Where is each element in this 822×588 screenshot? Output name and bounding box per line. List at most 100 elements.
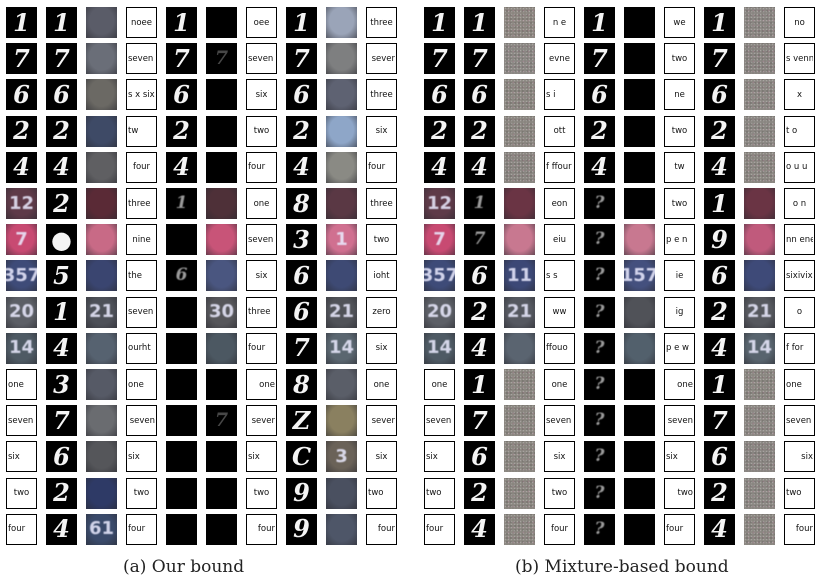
caption-text: tw <box>128 126 139 137</box>
digit-glyph: ? <box>594 374 605 394</box>
mnist-digit-image <box>206 441 237 473</box>
caption-text-box: three <box>246 296 277 328</box>
caption-text-box: ott <box>544 115 575 147</box>
mnist-digit-image: ? <box>584 513 615 545</box>
caption-text: four <box>128 524 146 535</box>
svhn-digits: 14 <box>426 337 453 359</box>
caption-text: four <box>377 524 395 535</box>
caption-text: oee <box>253 17 270 28</box>
digit-glyph: 2 <box>471 297 488 327</box>
mnist-digit-image: ? <box>584 260 615 292</box>
caption-text: six <box>426 451 438 462</box>
caption-text-box: four <box>246 513 277 545</box>
caption-text-box: six <box>664 441 695 473</box>
svhn-image: 14 <box>6 332 37 364</box>
digit-glyph: 1 <box>293 7 310 37</box>
caption-text-box: two <box>664 188 695 219</box>
mnist-digit-image: 2 <box>46 115 77 147</box>
svhn-digits: 61 <box>88 518 115 540</box>
svhn-image <box>86 441 117 473</box>
digit-glyph <box>624 369 655 400</box>
caption-mixture-based-bound: (b) Mixture-based bound <box>515 557 729 577</box>
mnist-digit-image: 3 <box>46 369 77 400</box>
mnist-digit-image: 7 <box>46 43 77 75</box>
svhn-image: 61 <box>86 513 117 545</box>
svhn-image <box>326 115 357 147</box>
caption-text: sever <box>371 53 395 64</box>
mnist-digit-image: 7 <box>286 332 317 364</box>
mnist-digit-image: ? <box>584 188 615 219</box>
digit-glyph <box>624 478 655 509</box>
digit-glyph <box>166 478 197 509</box>
svhn-digits: 157 <box>624 264 655 286</box>
caption-text-box: no <box>784 7 815 38</box>
noise-image <box>504 369 535 400</box>
caption-text-box: ig <box>664 296 695 328</box>
digit-glyph: 7 <box>293 43 310 73</box>
caption-text-box: one <box>246 369 277 400</box>
mnist-digit-image: 6 <box>704 79 735 111</box>
digit-glyph: 1 <box>431 7 448 37</box>
mnist-digit-image: 7 <box>206 405 237 437</box>
caption-text-box: two <box>544 477 575 509</box>
caption-text: one <box>431 379 448 390</box>
digit-glyph: ? <box>594 193 605 213</box>
caption-text: one <box>253 198 270 209</box>
caption-text: eon <box>551 198 568 209</box>
digit-glyph: 6 <box>173 79 190 109</box>
mnist-digit-image: 6 <box>46 79 77 111</box>
svhn-image <box>326 405 357 437</box>
svhn-image <box>86 188 117 219</box>
caption-text-box: seven <box>6 405 37 437</box>
digit-glyph: ? <box>594 301 605 322</box>
svhn-image: 1 <box>326 224 357 256</box>
digit-glyph: 4 <box>173 152 190 182</box>
digit-glyph: 1 <box>711 7 728 37</box>
digit-glyph: 2 <box>711 297 728 327</box>
caption-text-box: ne <box>664 79 695 111</box>
digit-glyph: 4 <box>471 514 488 544</box>
caption-text-box: eiu <box>544 224 575 256</box>
mnist-digit-image: ? <box>584 224 615 256</box>
mnist-digit-image: 2 <box>464 296 495 328</box>
caption-text: sever <box>371 415 395 426</box>
caption-text-box: noee <box>126 7 157 38</box>
mnist-digit-image <box>206 151 237 183</box>
digit-glyph: 1 <box>473 193 486 213</box>
svhn-image <box>206 188 237 219</box>
caption-text-box: one <box>544 369 575 400</box>
caption-text-box: six <box>246 79 277 111</box>
caption-text: six <box>128 451 140 462</box>
caption-text: six <box>8 451 20 462</box>
mnist-digit-image: 7 <box>206 43 237 75</box>
digit-glyph: 6 <box>53 441 70 471</box>
svhn-image <box>744 224 775 256</box>
caption-text: nn ene <box>786 234 813 245</box>
mnist-digit-image <box>206 513 237 545</box>
caption-text-box: nine <box>126 224 157 256</box>
mnist-digit-image: 9 <box>286 477 317 509</box>
caption-text-box: two <box>366 224 397 256</box>
mnist-digit-image: 4 <box>6 151 37 183</box>
digit-glyph <box>624 441 655 472</box>
mnist-digit-image: 1 <box>46 7 77 38</box>
mnist-digit-image: 6 <box>6 79 37 111</box>
svhn-image <box>86 405 117 437</box>
digit-glyph <box>206 116 237 147</box>
mnist-digit-image: 4 <box>46 332 77 364</box>
caption-text: two <box>133 488 150 499</box>
caption-text: two <box>786 488 802 499</box>
mnist-digit-image <box>166 441 197 473</box>
svhn-image: 21 <box>504 296 535 328</box>
digit-glyph: ? <box>594 482 605 503</box>
svhn-image: 30 <box>206 296 237 328</box>
svhn-image: 20 <box>424 296 455 328</box>
digit-glyph: 6 <box>293 79 310 109</box>
svhn-image <box>504 332 535 364</box>
caption-text: two <box>373 234 390 245</box>
caption-text-box: six <box>246 260 277 292</box>
svhn-image: 14 <box>326 332 357 364</box>
noise-image <box>504 513 535 545</box>
mnist-digit-image <box>166 296 197 328</box>
caption-text: two <box>671 198 688 209</box>
